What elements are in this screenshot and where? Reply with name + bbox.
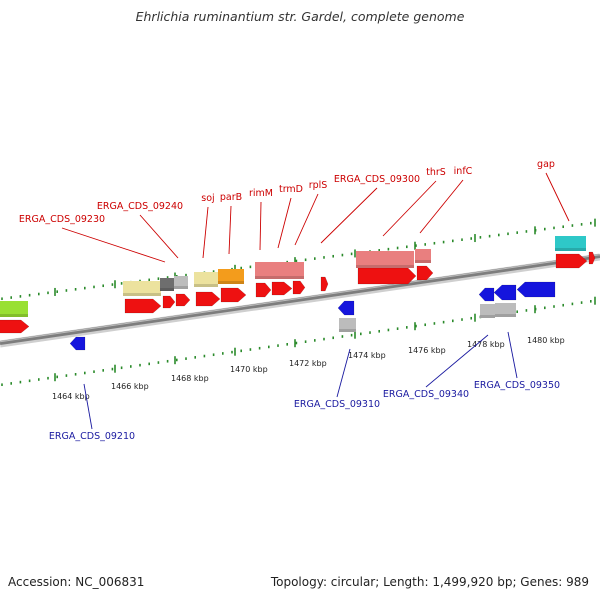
feature-block-gray-shade xyxy=(174,286,188,289)
ruler-tick-label: 1480 kbp xyxy=(527,336,565,345)
feature-block-gray-shade xyxy=(480,315,495,318)
callout-line xyxy=(277,197,292,249)
forward-gene-arrow xyxy=(588,251,596,265)
callout-line xyxy=(336,348,351,398)
feature-block-gray xyxy=(495,303,516,317)
callout-line xyxy=(228,205,232,255)
callout-line xyxy=(382,180,437,237)
gene-label-reverse: ERGA_CDS_09210 xyxy=(49,431,135,442)
gene-label-forward: soj xyxy=(201,193,214,204)
feature-block-khaki xyxy=(123,281,161,296)
callout-line xyxy=(83,383,93,430)
gene-label-forward: infC xyxy=(454,166,473,177)
forward-gene-arrow xyxy=(255,282,272,298)
feature-block-gray xyxy=(174,276,188,289)
reverse-gene-arrow xyxy=(478,287,495,302)
callout-line xyxy=(419,179,464,234)
forward-gene-arrow xyxy=(357,267,417,285)
ruler-tick-label: 1464 kbp xyxy=(52,392,90,401)
gene-label-forward: ERGA_CDS_09300 xyxy=(334,174,420,185)
ruler-tick-label: 1478 kbp xyxy=(467,340,505,349)
callout-line xyxy=(320,187,378,244)
callout-line xyxy=(202,206,209,259)
reverse-gene-arrow xyxy=(516,281,556,298)
callout-line xyxy=(545,172,570,222)
forward-gene-arrow xyxy=(271,281,293,296)
feature-block-gray-shade xyxy=(495,314,516,317)
genome-info-text: Topology: circular; Length: 1,499,920 bp… xyxy=(270,575,589,589)
map-title: Ehrlichia ruminantium str. Gardel, compl… xyxy=(135,9,465,24)
callout-line xyxy=(507,331,518,379)
feature-block-orange-shade xyxy=(218,281,244,284)
ruler-tick-label: 1476 kbp xyxy=(408,346,446,355)
gene-label-forward: rplS xyxy=(309,180,328,191)
reverse-gene-arrow xyxy=(337,300,355,316)
backbone-highlight xyxy=(0,254,600,343)
labels-layer: 1464 kbp 1466 kbp 1468 kbp 1470 kbp 1472 kbp… xyxy=(19,159,570,442)
feature-block-khaki xyxy=(194,272,218,287)
ruler-tick-label: 1474 kbp xyxy=(348,351,386,360)
forward-gene-arrow xyxy=(0,319,30,334)
feature-block-gray xyxy=(480,304,495,318)
feature-block-green xyxy=(0,301,28,317)
forward-gene-arrow xyxy=(555,253,588,269)
gene-label-reverse: ERGA_CDS_09310 xyxy=(294,399,380,410)
features-layer xyxy=(0,236,596,351)
feature-block-cyan-shade xyxy=(555,248,586,251)
feature-block-gray xyxy=(339,318,356,332)
callout-line xyxy=(61,227,166,263)
genome-backbone xyxy=(0,254,600,345)
feature-block-salmon-shade xyxy=(356,265,414,268)
callout-line xyxy=(294,193,319,246)
forward-gene-arrow xyxy=(220,287,247,303)
ruler-tick-label: 1466 kbp xyxy=(111,382,149,391)
feature-block-khaki-shade xyxy=(194,284,218,287)
gene-label-forward: ERGA_CDS_09230 xyxy=(19,214,105,225)
forward-gene-arrow xyxy=(124,298,162,314)
callout-line xyxy=(139,214,179,259)
gene-label-forward: ERGA_CDS_09240 xyxy=(97,201,183,212)
feature-block-salmon xyxy=(356,251,414,268)
forward-gene-arrow xyxy=(320,276,329,292)
ruler-tick-label: 1472 kbp xyxy=(289,359,327,368)
forward-gene-arrow xyxy=(416,265,434,281)
forward-gene-arrow xyxy=(162,295,176,309)
gene-label-forward: thrS xyxy=(426,167,446,178)
reverse-gene-arrow xyxy=(69,336,86,351)
gene-label-forward: parB xyxy=(220,192,242,203)
forward-gene-arrow xyxy=(175,293,191,307)
callout-line xyxy=(259,201,262,251)
forward-gene-arrow xyxy=(292,280,306,295)
feature-block-gray-shade xyxy=(339,329,356,332)
feature-block-orange xyxy=(218,269,244,284)
feature-block-green-shade xyxy=(0,314,28,317)
ruler-tick-label: 1470 kbp xyxy=(230,365,268,374)
gene-label-reverse: ERGA_CDS_09340 xyxy=(383,389,469,400)
forward-gene-arrow xyxy=(195,291,221,307)
feature-block-salmon-shade xyxy=(255,276,304,279)
feature-block-cyan xyxy=(555,236,586,251)
feature-block-khaki-shade xyxy=(123,293,161,296)
feature-block-salmon xyxy=(415,249,431,263)
feature-block-gray-dark-shade xyxy=(160,288,174,291)
reverse-gene-arrow xyxy=(493,284,517,301)
feature-block-salmon xyxy=(255,262,304,279)
feature-block-salmon-shade xyxy=(415,260,431,263)
gene-label-forward: gap xyxy=(537,159,555,170)
ruler-tick-label: 1468 kbp xyxy=(171,374,209,383)
callout-line xyxy=(425,334,489,388)
gene-label-forward: rimM xyxy=(249,188,273,199)
accession-text: Accession: NC_006831 xyxy=(8,575,145,589)
gene-label-forward: trmD xyxy=(279,184,303,195)
feature-block-gray-dark xyxy=(160,278,174,291)
gene-label-reverse: ERGA_CDS_09350 xyxy=(474,380,560,391)
